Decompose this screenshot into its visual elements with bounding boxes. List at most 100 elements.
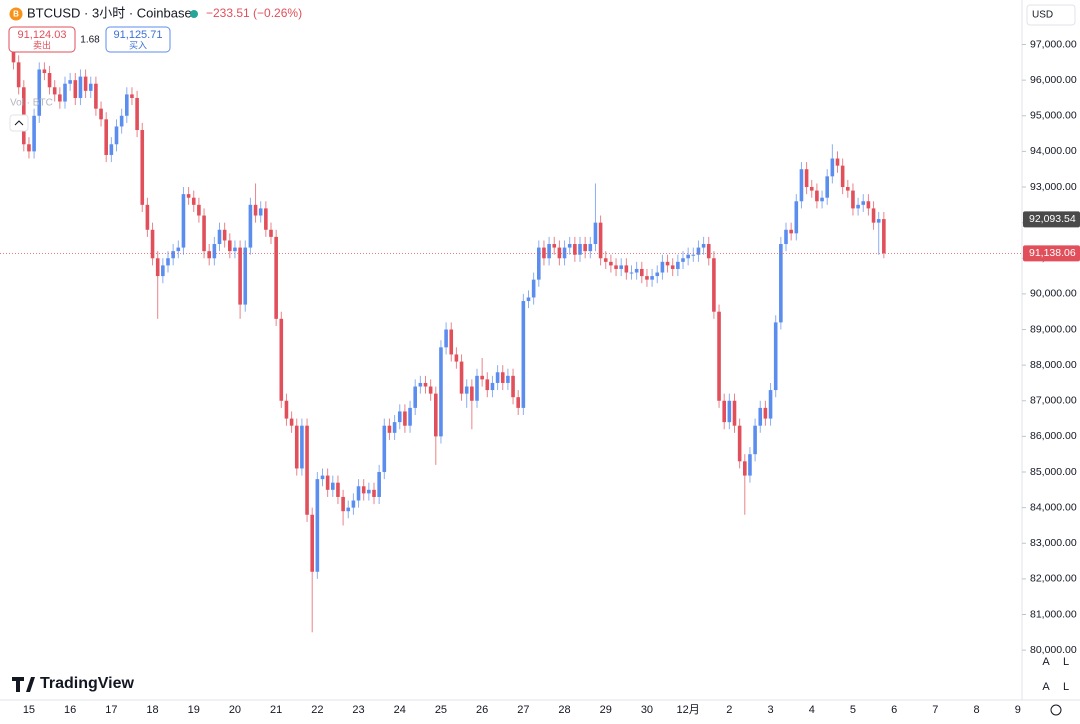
candle-body: [336, 482, 340, 497]
plot-area: [0, 44, 1022, 633]
candle-body: [712, 258, 716, 312]
candle-body: [253, 204, 258, 216]
candle-body: [753, 425, 757, 455]
candle-body: [526, 297, 531, 302]
candle-body: [52, 87, 57, 95]
auto-scale-button[interactable]: A: [1042, 656, 1050, 668]
currency-button[interactable]: [1026, 4, 1076, 26]
candle-body: [567, 244, 572, 248]
candle-body: [619, 265, 623, 269]
candle-body: [181, 194, 186, 248]
brand-name: TradingView: [40, 675, 135, 692]
candle-body: [78, 76, 83, 98]
candle-body: [583, 244, 587, 252]
candle-body: [531, 279, 536, 298]
candle-body: [331, 482, 335, 490]
x-tick-label: 23: [352, 704, 364, 716]
x-tick-label: 26: [476, 704, 488, 716]
candle-body: [804, 169, 809, 188]
price-tag: [1023, 211, 1080, 228]
x-tick-label: 12月: [677, 704, 700, 716]
y-tick-label: 82,000.00: [1030, 573, 1077, 585]
candle-body: [63, 83, 67, 102]
candle-body: [289, 418, 294, 426]
candle-body: [130, 94, 134, 98]
candle-body: [42, 69, 47, 74]
x-tick-label: 6: [891, 704, 897, 716]
candle-body: [16, 62, 21, 88]
candle-body: [696, 247, 701, 255]
candle-body: [351, 500, 356, 508]
price-tag-label: 92,093.54: [1029, 213, 1076, 225]
candle-body: [155, 258, 160, 277]
x-tick-label: 24: [394, 704, 406, 716]
candle-body: [217, 229, 222, 245]
candle-body: [506, 375, 510, 383]
candle-body: [284, 400, 289, 419]
candle-body: [722, 400, 726, 423]
candle-body: [449, 329, 454, 355]
candle-body: [851, 190, 855, 209]
candle-body: [629, 272, 634, 274]
x-tick-label: 28: [558, 704, 570, 716]
currency: USD: [1032, 10, 1053, 21]
candle-body: [809, 187, 814, 191]
price-tag-label: 91,138.06: [1029, 247, 1076, 259]
candle-body: [135, 97, 139, 131]
candle-body: [871, 208, 876, 223]
y-tick-label: 89,000.00: [1030, 323, 1077, 335]
y-tick-label: 81,000.00: [1030, 608, 1077, 620]
y-tick-label: 93,000.00: [1030, 181, 1077, 193]
candle-body: [593, 222, 598, 245]
x-tick-label: 21: [270, 704, 282, 716]
y-tick-label: 95,000.00: [1030, 110, 1077, 122]
candle-body: [480, 375, 484, 380]
candle-body: [83, 76, 88, 91]
log-scale-button[interactable]: L: [1063, 681, 1069, 693]
candle-body: [485, 379, 490, 391]
coin-icon-glyph: B: [13, 10, 19, 19]
candle-body: [500, 372, 505, 383]
candle-body: [578, 244, 582, 255]
y-tick-label: 80,000.00: [1030, 644, 1077, 656]
candle-body: [37, 69, 42, 116]
x-tick-label: 2: [726, 704, 732, 716]
y-tick-label: 94,000.00: [1030, 145, 1077, 157]
candle-body: [238, 247, 242, 305]
candle-body: [428, 386, 433, 394]
log-scale-button[interactable]: L: [1063, 656, 1069, 668]
candle-body: [387, 425, 392, 433]
price-change: −233.51 (−0.26%): [206, 6, 302, 20]
candle-body: [598, 222, 603, 259]
candle-body: [650, 276, 654, 280]
x-tick-label: 7: [932, 704, 938, 716]
candle-body: [140, 130, 145, 205]
collapse-button[interactable]: [9, 114, 29, 132]
settings-icon[interactable]: [1050, 704, 1062, 716]
candle-body: [799, 169, 804, 202]
candle-body: [717, 311, 721, 401]
candle-body: [557, 247, 562, 259]
buy-button[interactable]: [105, 26, 171, 53]
candle-body: [392, 422, 397, 433]
candle-body: [207, 251, 211, 259]
candle-body: [320, 475, 325, 480]
candle-body: [614, 265, 618, 269]
x-tick-label: 15: [23, 704, 35, 716]
sell-button[interactable]: [8, 26, 76, 53]
x-tick-label: 17: [105, 704, 117, 716]
candle-body: [197, 204, 201, 216]
auto-scale-button[interactable]: A: [1042, 681, 1050, 693]
x-tick-label: 30: [641, 704, 653, 716]
candle-body: [300, 425, 304, 469]
sell-label: 卖出: [33, 39, 51, 50]
candle-body: [341, 496, 345, 512]
candle-body: [547, 244, 551, 259]
candle-body: [588, 244, 593, 252]
candle-body: [434, 393, 438, 437]
x-tick-label: 9: [1015, 704, 1021, 716]
y-tick-label: 90,000.00: [1030, 288, 1077, 300]
candle-body: [573, 244, 577, 255]
candle-body: [830, 158, 835, 177]
